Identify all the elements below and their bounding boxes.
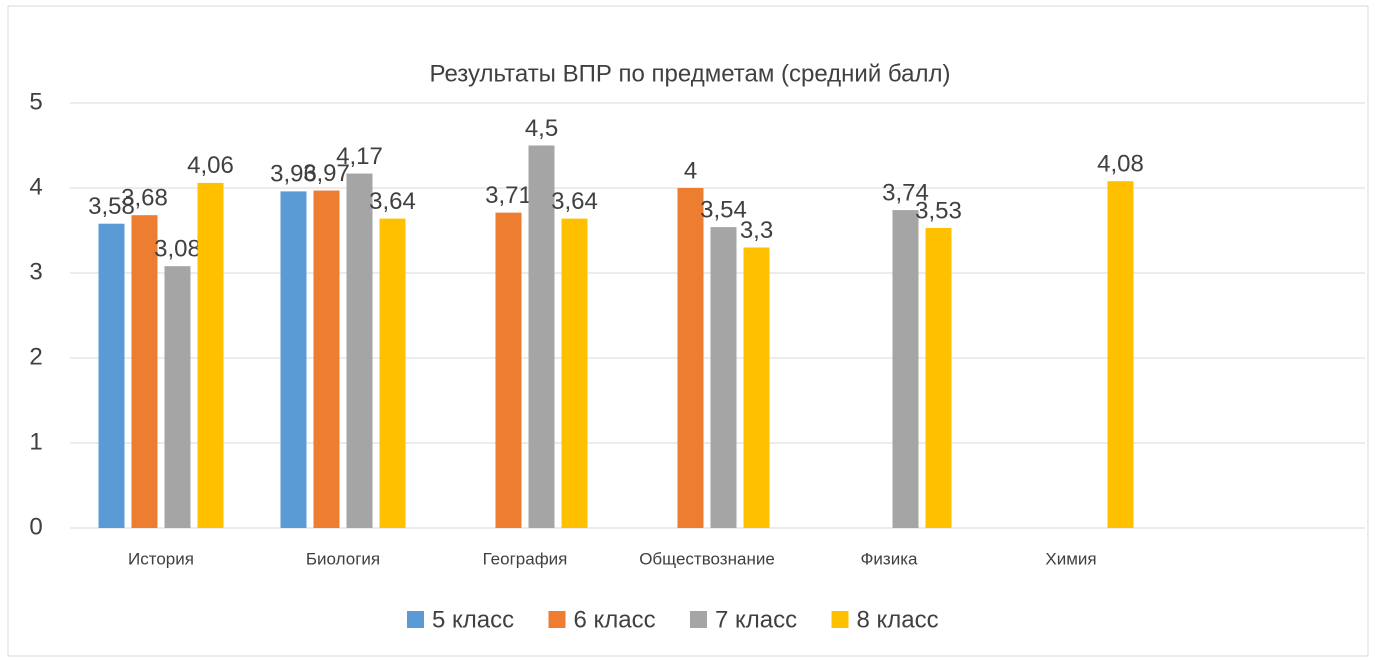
value-label: 3,08	[154, 236, 201, 263]
y-tick-label: 4	[29, 173, 42, 200]
value-label: 3,71	[485, 182, 532, 209]
chart-title: Результаты ВПР по предметам (средний бал…	[430, 60, 951, 87]
value-label: 3,97	[303, 160, 350, 187]
bar	[280, 191, 307, 528]
bar	[495, 212, 522, 528]
bar	[346, 173, 373, 529]
value-label: 4,5	[525, 115, 558, 142]
value-label: 4	[684, 157, 697, 184]
x-tick-label: Физика	[861, 549, 919, 568]
value-label: 3,74	[882, 179, 929, 206]
bar	[197, 182, 224, 528]
bar	[561, 218, 588, 528]
y-tick-label: 5	[29, 88, 42, 115]
legend-swatch	[548, 611, 566, 628]
value-label: 3,58	[88, 193, 135, 220]
value-label: 4,06	[187, 152, 234, 179]
legend-label: 8 класс	[857, 606, 939, 633]
bar	[677, 188, 704, 528]
value-label: 3,64	[551, 188, 598, 215]
legend-swatch	[690, 611, 707, 628]
legend-swatch	[831, 611, 849, 628]
bar	[528, 145, 555, 528]
bar	[98, 223, 125, 528]
bar	[379, 218, 406, 528]
x-tick-label: История	[128, 549, 194, 568]
x-tick-label: География	[483, 549, 568, 568]
bar	[131, 215, 158, 528]
legend-label: 5 класс	[432, 606, 514, 633]
bar	[743, 247, 770, 528]
bar	[1107, 181, 1134, 528]
legend-label: 6 класс	[574, 606, 656, 633]
value-label: 4,17	[336, 143, 383, 170]
value-label: 3,54	[700, 196, 747, 223]
x-tick-label: Обществознание	[639, 549, 775, 568]
value-label: 3,68	[121, 185, 168, 212]
y-tick-label: 3	[29, 258, 42, 285]
x-tick-label: Химия	[1045, 549, 1096, 568]
y-tick-label: 1	[29, 428, 42, 455]
value-label: 3,53	[915, 197, 962, 224]
value-label: 3,64	[369, 188, 416, 215]
value-label: 3,96	[270, 161, 317, 188]
x-tick-label: Биология	[306, 549, 380, 568]
bar	[925, 227, 952, 528]
bar	[710, 227, 737, 528]
value-label: 4,08	[1097, 151, 1144, 178]
bar	[164, 266, 191, 528]
y-tick-label: 2	[29, 343, 42, 370]
legend-label: 7 класс	[715, 606, 797, 633]
bar	[313, 190, 340, 529]
legend-swatch	[407, 611, 424, 628]
value-label: 3,3	[740, 217, 773, 244]
y-tick-label: 0	[29, 513, 42, 540]
bar	[892, 210, 919, 528]
